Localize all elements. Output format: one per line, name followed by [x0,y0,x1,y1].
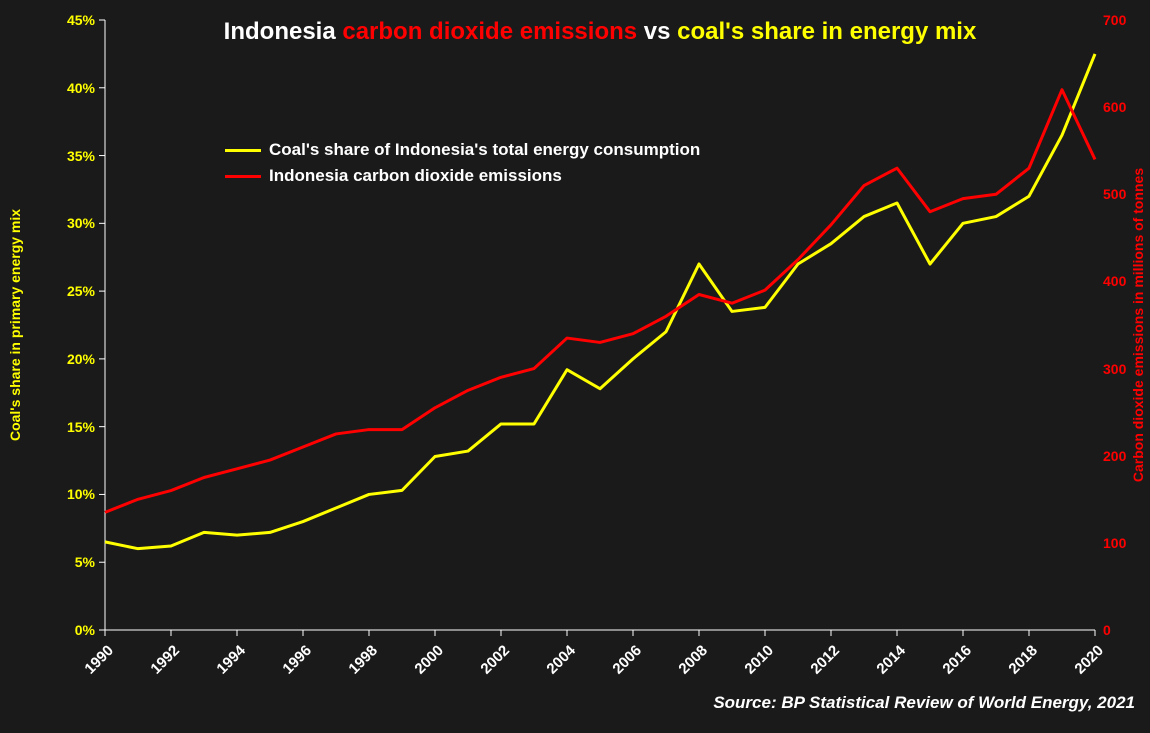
y-left-tick: 30% [67,215,95,231]
plot-area [0,0,1150,733]
legend: Coal's share of Indonesia's total energy… [225,140,700,192]
source-attribution: Source: BP Statistical Review of World E… [713,693,1135,713]
y-left-tick: 5% [75,554,95,570]
legend-swatch [225,175,261,178]
y-left-tick: 20% [67,351,95,367]
y-left-tick: 0% [75,622,95,638]
y-right-tick: 300 [1103,361,1126,377]
series-line-coal_share [105,54,1095,549]
y-left-tick: 15% [67,419,95,435]
legend-label: Coal's share of Indonesia's total energy… [269,140,700,160]
y-right-tick: 400 [1103,273,1126,289]
legend-swatch [225,149,261,152]
y-right-tick: 0 [1103,622,1111,638]
y-left-tick: 10% [67,486,95,502]
y-right-tick: 600 [1103,99,1126,115]
y-right-tick: 500 [1103,186,1126,202]
y-left-tick: 25% [67,283,95,299]
chart-container: Indonesia carbon dioxide emissions vs co… [0,0,1150,733]
y-right-tick: 100 [1103,535,1126,551]
legend-item-coal_share: Coal's share of Indonesia's total energy… [225,140,700,160]
y-right-tick: 700 [1103,12,1126,28]
y-left-tick: 35% [67,148,95,164]
y-right-tick: 200 [1103,448,1126,464]
y-left-tick: 40% [67,80,95,96]
legend-label: Indonesia carbon dioxide emissions [269,166,562,186]
y-left-tick: 45% [67,12,95,28]
legend-item-co2: Indonesia carbon dioxide emissions [225,166,700,186]
